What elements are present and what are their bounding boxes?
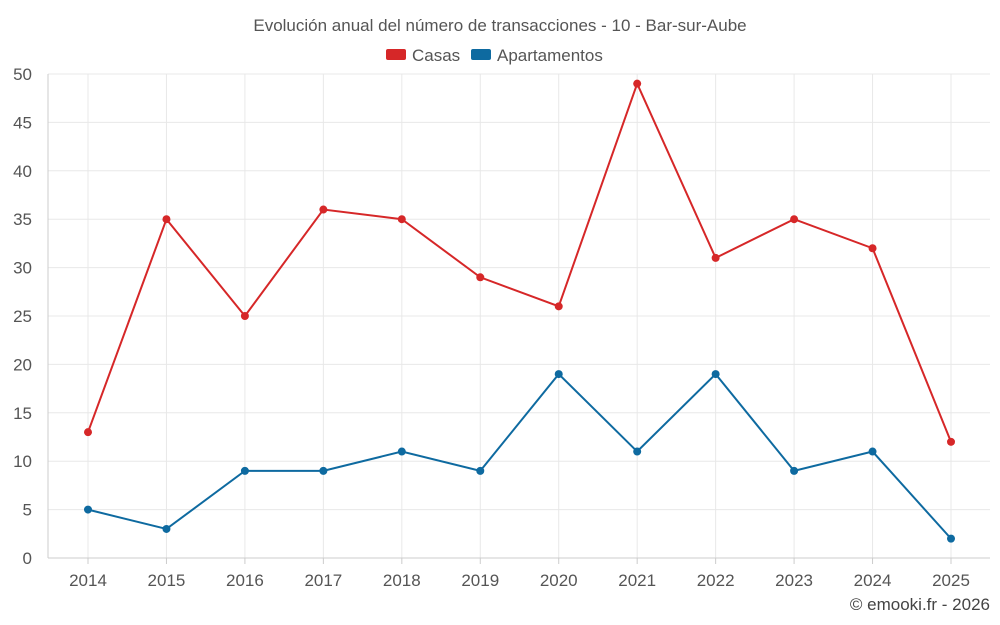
y-tick-label: 45 xyxy=(13,113,32,132)
data-point-apartamentos-2023[interactable] xyxy=(790,466,799,475)
data-point-apartamentos-2017[interactable] xyxy=(319,466,328,475)
y-tick-label: 40 xyxy=(13,162,32,181)
series-line-casas xyxy=(87,80,952,443)
data-point-apartamentos-2022[interactable] xyxy=(711,370,720,379)
legend-label-apartamentos: Apartamentos xyxy=(497,46,603,65)
data-point-casas-2015[interactable] xyxy=(162,215,171,224)
x-tick-label: 2018 xyxy=(383,571,421,590)
data-point-casas-2024[interactable] xyxy=(868,244,877,253)
series-apartamentos xyxy=(84,370,955,543)
y-tick-label: 10 xyxy=(13,452,32,471)
x-tick-label: 2024 xyxy=(854,571,892,590)
y-tick-label: 5 xyxy=(23,501,32,520)
x-tick-label: 2017 xyxy=(304,571,342,590)
x-tick-label: 2020 xyxy=(540,571,578,590)
y-tick-label: 30 xyxy=(13,259,32,278)
chart-title: Evolución anual del número de transaccio… xyxy=(253,16,746,35)
data-point-casas-2014[interactable] xyxy=(84,428,92,437)
legend[interactable]: Casas Apartamentos xyxy=(386,46,603,65)
series-casas xyxy=(84,79,955,446)
data-point-apartamentos-2024[interactable] xyxy=(868,447,877,456)
data-point-apartamentos-2014[interactable] xyxy=(84,505,92,514)
data-point-casas-2020[interactable] xyxy=(554,302,563,311)
data-point-apartamentos-2020[interactable] xyxy=(554,370,563,379)
series-line-apartamentos xyxy=(87,372,952,540)
data-point-apartamentos-2015[interactable] xyxy=(162,524,171,533)
x-tick-label: 2019 xyxy=(461,571,499,590)
data-point-apartamentos-2019[interactable] xyxy=(476,466,485,475)
x-tick-label: 2016 xyxy=(226,571,264,590)
series xyxy=(84,79,955,543)
legend-swatch-casas xyxy=(386,49,406,60)
data-point-apartamentos-2016[interactable] xyxy=(240,466,249,475)
data-point-apartamentos-2018[interactable] xyxy=(397,447,406,456)
x-tick-label: 2023 xyxy=(775,571,813,590)
grid xyxy=(48,73,990,558)
data-point-casas-2021[interactable] xyxy=(633,79,642,88)
legend-label-casas: Casas xyxy=(412,46,460,65)
x-tick-label: 2025 xyxy=(932,571,970,590)
legend-item-casas[interactable]: Casas xyxy=(386,46,460,65)
data-point-casas-2023[interactable] xyxy=(790,215,799,224)
legend-item-apartamentos[interactable]: Apartamentos xyxy=(471,46,603,65)
data-point-casas-2018[interactable] xyxy=(397,215,406,224)
y-tick-label: 35 xyxy=(13,210,32,229)
x-tick-label: 2015 xyxy=(148,571,186,590)
y-tick-label: 15 xyxy=(13,404,32,423)
x-tick-label: 2014 xyxy=(69,571,107,590)
x-tick-label: 2022 xyxy=(697,571,735,590)
data-point-casas-2019[interactable] xyxy=(476,273,485,282)
data-point-apartamentos-2025[interactable] xyxy=(947,534,955,543)
data-point-casas-2025[interactable] xyxy=(947,437,955,446)
x-tick-label: 2021 xyxy=(618,571,656,590)
y-tick-label: 25 xyxy=(13,307,32,326)
data-point-apartamentos-2021[interactable] xyxy=(633,447,642,456)
y-tick-label: 20 xyxy=(13,355,32,374)
credit-text: © emooki.fr - 2026 xyxy=(850,595,990,614)
data-point-casas-2017[interactable] xyxy=(319,205,328,214)
data-point-casas-2022[interactable] xyxy=(711,253,720,262)
y-tick-label: 0 xyxy=(23,549,32,568)
legend-swatch-apartamentos xyxy=(471,49,491,60)
data-point-casas-2016[interactable] xyxy=(240,312,249,320)
y-tick-label: 50 xyxy=(13,65,32,84)
